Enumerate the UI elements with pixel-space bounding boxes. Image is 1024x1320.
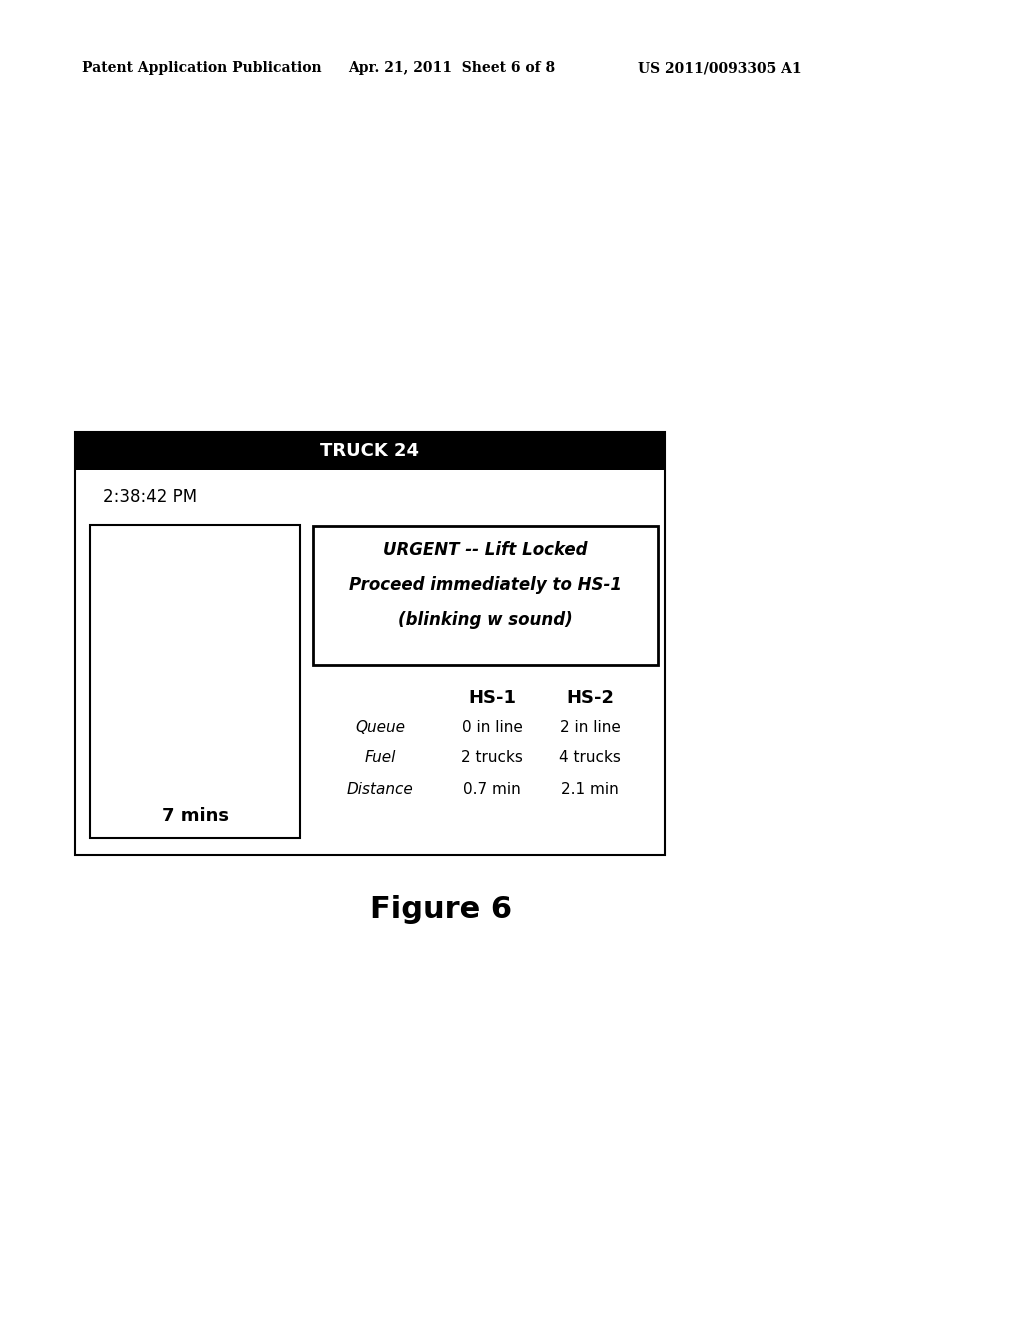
Text: Patent Application Publication: Patent Application Publication bbox=[82, 61, 322, 75]
Text: 2:38:42 PM: 2:38:42 PM bbox=[103, 488, 198, 506]
Text: URGENT -- Lift Locked: URGENT -- Lift Locked bbox=[383, 541, 588, 558]
Text: Figure 6: Figure 6 bbox=[370, 895, 512, 924]
Text: US 2011/0093305 A1: US 2011/0093305 A1 bbox=[638, 61, 802, 75]
Text: TRUCK 24: TRUCK 24 bbox=[321, 442, 420, 459]
Bar bbox=[75, 432, 665, 470]
Text: 7 mins: 7 mins bbox=[162, 807, 228, 825]
Text: 4 trucks: 4 trucks bbox=[559, 751, 621, 766]
Text: Fuel: Fuel bbox=[365, 751, 395, 766]
Bar bbox=[90, 525, 300, 838]
Text: 0.7 min: 0.7 min bbox=[463, 783, 521, 797]
Text: Queue: Queue bbox=[355, 721, 406, 735]
Text: 2.1 min: 2.1 min bbox=[561, 783, 618, 797]
Text: Proceed immediately to HS-1: Proceed immediately to HS-1 bbox=[349, 576, 622, 594]
Text: 2 trucks: 2 trucks bbox=[461, 751, 523, 766]
Text: 2 in line: 2 in line bbox=[559, 721, 621, 735]
Text: HS-2: HS-2 bbox=[566, 689, 614, 708]
Bar bbox=[313, 525, 658, 665]
Text: Distance: Distance bbox=[347, 783, 414, 797]
Text: HS-1: HS-1 bbox=[468, 689, 516, 708]
Bar bbox=[75, 432, 665, 855]
Text: (blinking w sound): (blinking w sound) bbox=[398, 611, 572, 630]
Text: Apr. 21, 2011  Sheet 6 of 8: Apr. 21, 2011 Sheet 6 of 8 bbox=[348, 61, 555, 75]
Text: 0 in line: 0 in line bbox=[462, 721, 522, 735]
